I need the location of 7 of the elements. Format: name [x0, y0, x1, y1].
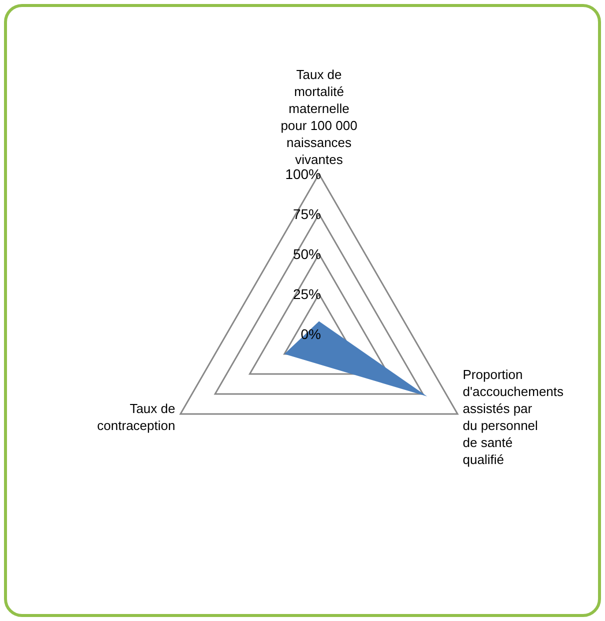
y-tick-label: 25%: [292, 286, 321, 302]
spoke-label: Proportion d'accouchements assistés par du personnel de santé qualifié: [462, 367, 564, 467]
y-tick-label: 75%: [292, 206, 321, 222]
y-tick-label: 50%: [292, 246, 321, 262]
spoke-label: Taux de mortalité maternelle pour 100 000 naissances vivantes: [280, 67, 358, 167]
spoke-label: Taux de contraception: [97, 401, 176, 433]
y-tick-label: 100%: [285, 166, 321, 182]
